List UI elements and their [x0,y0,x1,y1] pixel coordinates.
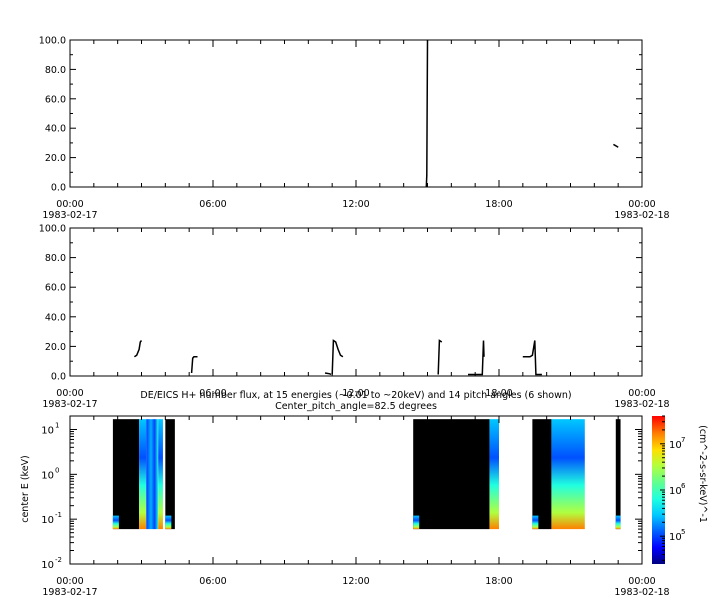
y-tick-label: 100.0 [39,224,66,235]
x-tick-label: 00:00 [628,388,655,399]
x-tick-label: 12:00 [342,388,369,399]
x-tick-label: 06:00 [199,576,226,587]
series-line [425,39,429,188]
x-tick-label: 00:00 [56,576,83,587]
y-tick-label: 100.0 [39,36,66,47]
y-tick-label: 10 [41,515,54,526]
y-tick-label: 80.0 [45,65,66,76]
heatmap-cell-block [165,419,175,530]
heatmap-subtitle: Center_pitch_angle=82.5 degrees [275,401,437,412]
y-tick-label: 10 [41,470,54,481]
series-line [522,340,542,376]
colorbar-tick-label-exp: 7 [681,436,685,444]
x-tick-date-label: 1983-02-18 [614,399,669,410]
x-tick-label: 06:00 [199,388,226,399]
colorbar-tick-label: 10 [669,486,682,497]
x-tick-label: 18:00 [485,576,512,587]
x-tick-label: 12:00 [342,576,369,587]
heatmap-title: DE/EICS H+ number flux, at 15 energies (… [140,390,571,401]
heatmap-cell-block [489,419,499,530]
y-tick-label: 10 [41,560,54,571]
y-tick-label-exp: 0 [55,466,59,474]
x-tick-label: 00:00 [628,576,655,587]
x-tick-label: 00:00 [628,199,655,210]
heatmap-cell-block [532,419,552,530]
heatmap-cell-block [139,419,147,530]
heatmap-ylabel: center E (keV) [20,455,31,523]
colorbar-tick-label-exp: 5 [681,528,685,536]
colorbar-tick-label: 10 [669,532,682,543]
series-line [331,339,344,375]
x-tick-date-label: 1983-02-17 [42,587,97,598]
y-tick-label-exp: -1 [55,511,62,519]
heatmap-cell-block [165,515,172,530]
x-tick-date-label: 1983-02-17 [42,399,97,410]
heatmap-cell-block [551,419,585,530]
colorbar-label: (cm^-2-s-sr-keV)^-1 [697,425,708,523]
y-tick-label: 20.0 [45,342,66,353]
heatmap-cell-block [413,419,490,530]
heatmap-cell-block [146,419,159,530]
plot-frame-2 [69,227,643,377]
y-tick-label-exp: 1 [55,421,59,429]
x-tick-label: 06:00 [199,199,226,210]
heatmap-cell-block [112,515,119,530]
x-tick-label: 00:00 [56,388,83,399]
heatmap-cell-block [158,419,163,530]
colorbar-tick-label-exp: 6 [681,482,686,490]
x-tick-date-label: 1983-02-18 [614,210,669,221]
y-tick-label-exp: -2 [55,556,62,564]
series-line [190,356,198,374]
heatmap-cell-block [615,515,621,530]
x-tick-date-label: 1983-02-18 [614,587,669,598]
series-line [133,340,143,358]
x-tick-label: 18:00 [485,388,512,399]
colorbar [652,416,665,564]
plot-frame-1 [69,39,643,188]
y-tick-label: 20.0 [45,153,66,164]
x-tick-date-label: 1983-02-17 [42,210,97,221]
x-tick-label: 12:00 [342,199,369,210]
y-tick-label: 60.0 [45,283,66,294]
y-tick-label: 60.0 [45,94,66,105]
y-tick-label: 40.0 [45,312,66,323]
y-tick-label: 0.0 [51,372,66,383]
series-line [468,340,485,376]
series-line [437,339,443,375]
y-tick-label: 40.0 [45,124,66,135]
heatmap-cell-block [112,419,140,530]
y-tick-label: 10 [41,425,54,436]
series-line [613,143,619,148]
y-tick-label: 0.0 [51,183,66,194]
series-line [324,372,332,376]
x-tick-label: 00:00 [56,199,83,210]
heatmap-cell-block [413,515,420,530]
y-tick-label: 80.0 [45,253,66,264]
colorbar-tick-label: 10 [669,440,682,451]
heatmap-cell-block [532,515,539,530]
x-tick-label: 18:00 [485,199,512,210]
heatmap-cell-block [615,419,621,530]
